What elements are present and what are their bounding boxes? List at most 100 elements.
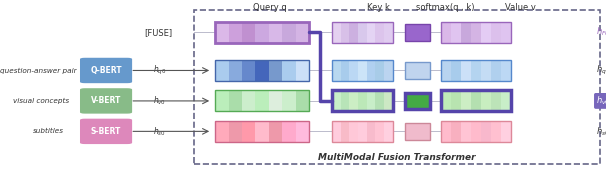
Bar: [269, 90, 282, 111]
Bar: [461, 121, 471, 142]
Bar: [451, 121, 461, 142]
Bar: [296, 22, 309, 43]
Bar: [282, 90, 296, 111]
Bar: [242, 121, 255, 142]
FancyBboxPatch shape: [80, 119, 132, 144]
Bar: [441, 90, 451, 111]
Bar: [350, 22, 358, 43]
Bar: [215, 22, 228, 43]
Bar: [255, 121, 269, 142]
Bar: [491, 60, 501, 81]
Bar: [367, 90, 375, 111]
Bar: [471, 121, 481, 142]
Bar: [255, 60, 269, 81]
Bar: [451, 22, 461, 43]
Bar: [341, 90, 350, 111]
Bar: [269, 22, 282, 43]
Bar: [375, 90, 384, 111]
Text: $h_{v0}$: $h_{v0}$: [596, 95, 606, 107]
FancyBboxPatch shape: [80, 58, 132, 83]
Text: $h_{s0}$: $h_{s0}$: [153, 125, 165, 138]
Bar: [296, 90, 309, 111]
Bar: [332, 60, 341, 81]
Bar: [255, 22, 269, 43]
Text: Value v: Value v: [505, 3, 535, 12]
Text: question-answer pair: question-answer pair: [0, 67, 76, 74]
Text: softmax(q , k): softmax(q , k): [416, 3, 474, 12]
Bar: [296, 60, 309, 81]
Bar: [481, 22, 491, 43]
Bar: [350, 121, 358, 142]
FancyBboxPatch shape: [80, 88, 132, 114]
Bar: [358, 90, 367, 111]
Bar: [341, 22, 350, 43]
Bar: [242, 22, 255, 43]
Bar: [501, 90, 511, 111]
Bar: [242, 90, 255, 111]
Bar: [215, 90, 309, 111]
Bar: [451, 60, 461, 81]
Bar: [242, 60, 255, 81]
Bar: [358, 121, 367, 142]
Bar: [441, 90, 511, 111]
Text: [FUSE]: [FUSE]: [145, 28, 173, 37]
Bar: [471, 22, 481, 43]
Bar: [228, 60, 242, 81]
Bar: [461, 90, 471, 111]
Bar: [341, 60, 350, 81]
Bar: [441, 60, 511, 81]
Bar: [282, 60, 296, 81]
Bar: [332, 121, 341, 142]
Bar: [332, 60, 393, 81]
Text: Query q: Query q: [253, 3, 287, 12]
Bar: [375, 121, 384, 142]
Bar: [367, 22, 375, 43]
Bar: [441, 22, 511, 43]
Bar: [501, 22, 511, 43]
Bar: [451, 90, 461, 111]
Bar: [215, 60, 309, 81]
Text: $h_{q0}$: $h_{q0}$: [153, 64, 166, 77]
Text: $h_{v0}$: $h_{v0}$: [153, 95, 166, 107]
Bar: [269, 121, 282, 142]
Bar: [405, 62, 430, 79]
Bar: [491, 90, 501, 111]
Bar: [501, 121, 511, 142]
Bar: [481, 60, 491, 81]
Bar: [384, 90, 393, 111]
Bar: [282, 121, 296, 142]
Bar: [332, 22, 341, 43]
Bar: [405, 24, 430, 41]
Text: Key k: Key k: [367, 3, 390, 12]
Bar: [441, 121, 511, 142]
Text: Q-BERT: Q-BERT: [90, 66, 122, 75]
Bar: [501, 60, 511, 81]
Bar: [491, 22, 501, 43]
Bar: [471, 90, 481, 111]
Text: visual concepts: visual concepts: [13, 98, 70, 104]
Text: MultiModal Fusion Transformer: MultiModal Fusion Transformer: [318, 153, 476, 162]
Bar: [228, 22, 242, 43]
Bar: [228, 121, 242, 142]
Bar: [471, 60, 481, 81]
Bar: [215, 121, 228, 142]
Bar: [341, 121, 350, 142]
Bar: [375, 60, 384, 81]
Bar: [332, 22, 393, 43]
Bar: [269, 60, 282, 81]
Bar: [481, 121, 491, 142]
Bar: [384, 60, 393, 81]
Bar: [215, 60, 228, 81]
Bar: [296, 121, 309, 142]
Bar: [441, 60, 451, 81]
Bar: [481, 90, 491, 111]
Bar: [228, 90, 242, 111]
Text: S-BERT: S-BERT: [91, 127, 121, 136]
Text: $h_{q0}$: $h_{q0}$: [596, 64, 606, 77]
Bar: [405, 123, 430, 140]
Bar: [461, 60, 471, 81]
Bar: [332, 121, 393, 142]
Bar: [367, 60, 375, 81]
Bar: [375, 22, 384, 43]
Bar: [491, 121, 501, 142]
